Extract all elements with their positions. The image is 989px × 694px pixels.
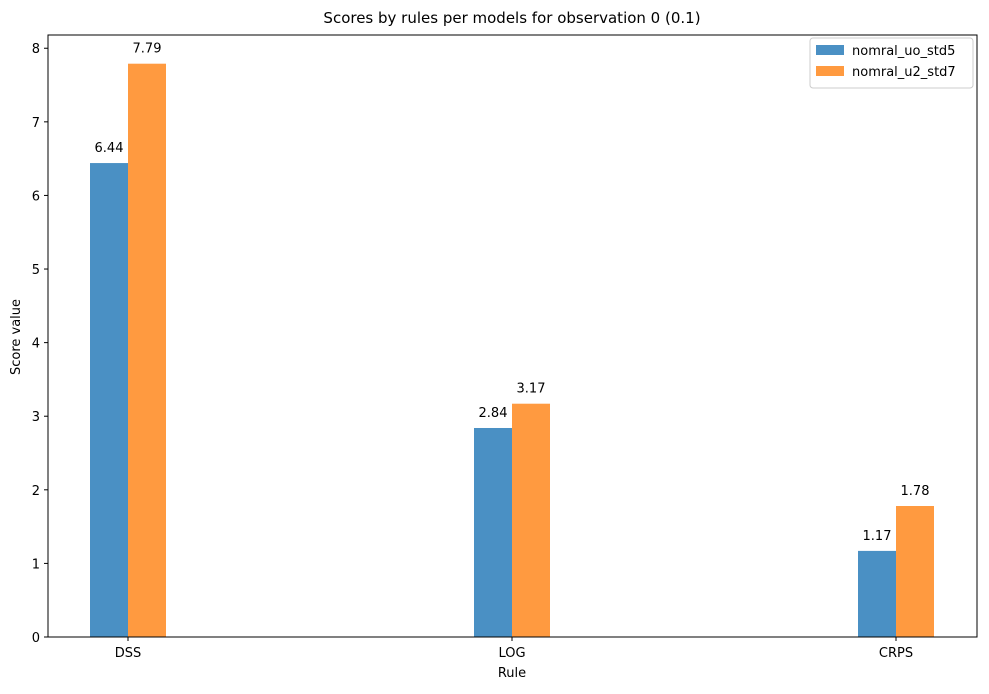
y-tick-label: 4 bbox=[32, 337, 40, 352]
data-label: 7.79 bbox=[133, 42, 162, 57]
y-tick-label: 7 bbox=[32, 116, 40, 131]
x-axis-title: Rule bbox=[498, 666, 526, 681]
data-label: 3.17 bbox=[517, 382, 546, 397]
legend-label: nomral_uo_std5 bbox=[852, 44, 955, 59]
y-tick-label: 2 bbox=[32, 484, 40, 499]
legend-box bbox=[809, 37, 974, 89]
x-tick-label: LOG bbox=[498, 646, 525, 661]
axes-layer: 0 1 2 3 4 5 6 7 8 DSS LOG CRPS bbox=[32, 34, 978, 661]
x-tick-label: DSS bbox=[115, 646, 142, 661]
bar-crps-series-1 bbox=[858, 550, 896, 637]
bar-log-series-2 bbox=[512, 403, 550, 637]
y-tick-label: 3 bbox=[32, 410, 40, 425]
bar-log-series-1 bbox=[474, 427, 512, 637]
x-tick-label: CRPS bbox=[879, 646, 913, 661]
y-axis-title: Score value bbox=[9, 299, 24, 375]
y-tick-label: 0 bbox=[32, 631, 40, 646]
legend-swatch bbox=[816, 45, 844, 55]
data-label: 1.17 bbox=[863, 529, 892, 544]
y-tick-label: 6 bbox=[32, 189, 40, 204]
data-label: 2.84 bbox=[479, 406, 508, 421]
chart-title: Scores by rules per models for observati… bbox=[323, 9, 700, 27]
legend-label: nomral_u2_std7 bbox=[852, 65, 956, 80]
data-labels-layer: 6.44 2.84 1.17 7.79 3.17 1.78 bbox=[95, 42, 930, 544]
y-tick-label: 1 bbox=[32, 557, 40, 572]
data-label: 6.44 bbox=[95, 141, 124, 156]
legend-swatch bbox=[816, 66, 844, 76]
bars-layer bbox=[90, 63, 934, 638]
bar-crps-series-2 bbox=[896, 506, 934, 637]
bar-dss-series-1 bbox=[90, 163, 128, 638]
bar-dss-series-2 bbox=[128, 63, 166, 637]
data-label: 1.78 bbox=[901, 484, 930, 499]
y-tick-label: 8 bbox=[32, 42, 40, 57]
y-tick-label: 5 bbox=[32, 263, 40, 278]
legend: nomral_uo_std5 nomral_u2_std7 bbox=[809, 37, 974, 89]
